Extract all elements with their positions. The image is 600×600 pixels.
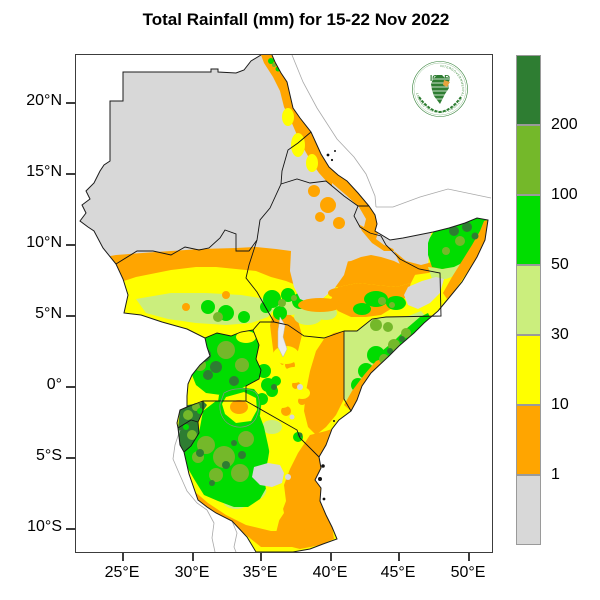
rain-zone-dry-gray (252, 183, 444, 487)
y-axis-label: 10°S (27, 518, 62, 536)
igad-logo: INTERGOVERNMENTAL AUTHORITY ON DEVELOPME… (412, 61, 468, 117)
y-tick (66, 386, 75, 388)
y-axis-label: 5°S (36, 447, 62, 465)
y-axis-label: 5°N (35, 305, 62, 323)
horn-of-africa-icon (443, 80, 450, 87)
x-axis-label: 25°E (104, 564, 140, 581)
region-coastline (79, 55, 489, 552)
legend-label: 1 (551, 466, 560, 483)
x-axis-label: 30°E (174, 564, 210, 581)
map-canvas (79, 55, 492, 552)
y-axis-label: 20°N (26, 92, 62, 110)
x-axis-label: 40°E (312, 564, 348, 581)
x-tick (192, 552, 194, 561)
legend-swatch (516, 475, 541, 545)
map-frame (75, 54, 493, 553)
foreign-coastlines (172, 55, 492, 552)
legend-swatch (516, 125, 541, 195)
legend-label: 30 (551, 326, 569, 343)
country-borders (115, 131, 442, 458)
islands (318, 150, 336, 501)
x-tick (468, 552, 470, 561)
y-axis-label: 10°N (26, 234, 62, 252)
rain-zone-midgreen (192, 63, 465, 482)
legend-swatch (516, 405, 541, 475)
y-tick (66, 244, 75, 246)
x-tick (122, 552, 124, 561)
legend-swatch (516, 335, 541, 405)
y-axis-label: 0° (46, 376, 62, 394)
laurel-wreath-icon (418, 96, 462, 114)
y-tick (66, 528, 75, 530)
lake-victoria-outline (219, 388, 260, 428)
legend-label: 50 (551, 256, 569, 273)
y-tick (66, 173, 75, 175)
y-tick (66, 315, 75, 317)
x-tick (260, 552, 262, 561)
x-axis-label: 35°E (242, 564, 278, 581)
x-axis-label: 45°E (380, 564, 416, 581)
legend-swatch (516, 265, 541, 335)
rainfall-raster (80, 55, 488, 552)
x-tick (398, 552, 400, 561)
legend-swatch (516, 55, 541, 125)
y-tick (66, 457, 75, 459)
x-tick (330, 552, 332, 561)
y-tick (66, 102, 75, 104)
y-axis-label: 15°N (26, 163, 62, 181)
page-title: Total Rainfall (mm) for 15-22 Nov 2022 (142, 10, 450, 29)
lake-turkana (277, 316, 288, 358)
rain-coast-orange (182, 220, 488, 416)
legend-label: 100 (551, 186, 578, 203)
x-axis-label: 50°E (450, 564, 486, 581)
legend-label: 200 (551, 116, 578, 133)
legend-label: 10 (551, 396, 569, 413)
legend-swatch (516, 195, 541, 265)
